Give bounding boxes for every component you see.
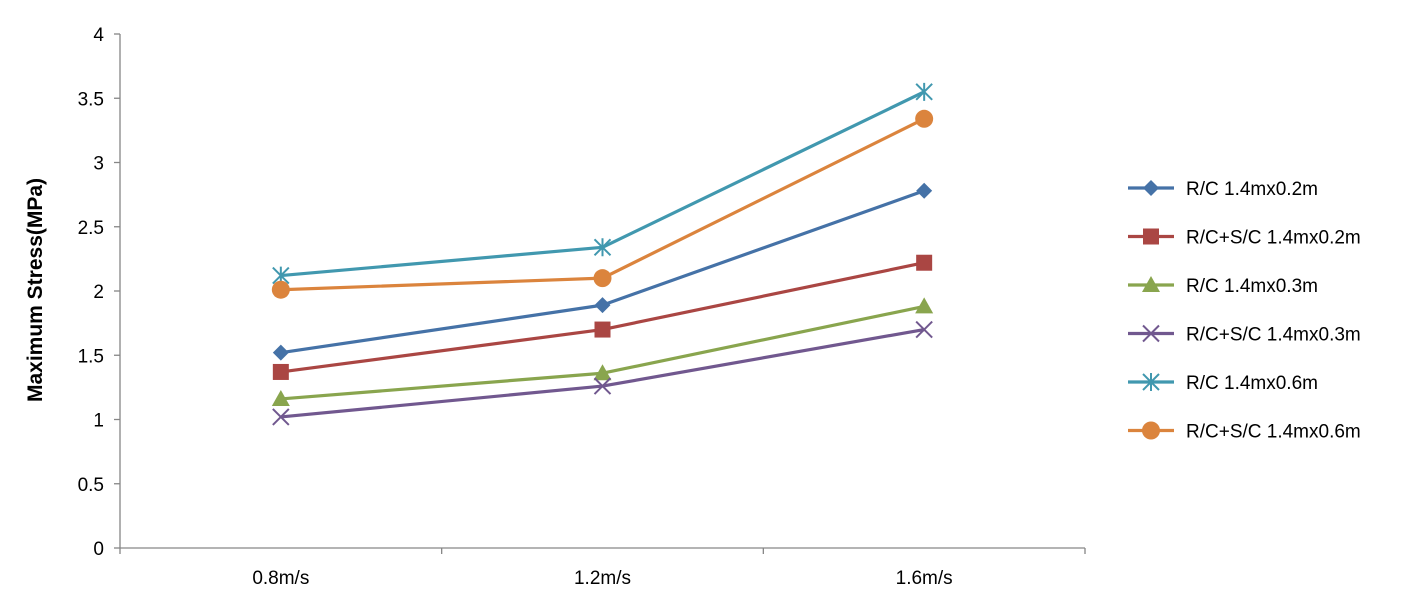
- y-tick-label: 0.5: [78, 475, 104, 496]
- legend: R/C 1.4mx0.2m R/C+S/C 1.4mx0.2m R/C 1.4mx0…: [1128, 179, 1361, 443]
- series-5: [272, 82, 933, 285]
- data-point: [593, 269, 612, 288]
- series-3: [271, 297, 934, 406]
- data-point: [916, 254, 933, 271]
- series-6: [271, 109, 934, 299]
- legend-marker: [1143, 180, 1159, 196]
- data-point: [593, 377, 612, 395]
- x-axis-ticks: 0.8m/s 1.2m/s 1.6m/s: [119, 548, 1086, 589]
- data-point: [271, 280, 290, 299]
- y-axis-ticks: 0 0.5 1 1.5 2 2.5 3 3.5 4: [78, 25, 120, 560]
- legend-label: R/C 1.4mx0.3m: [1186, 276, 1318, 297]
- legend-label: R/C+S/C 1.4mx0.6m: [1186, 422, 1361, 443]
- legend-item: R/C+S/C 1.4mx0.2m: [1128, 228, 1361, 249]
- data-point: [916, 182, 933, 199]
- y-tick-label: 3: [93, 154, 104, 175]
- x-tick-label: 1.2m/s: [574, 568, 631, 589]
- legend-label: R/C+S/C 1.4mx0.3m: [1186, 325, 1361, 346]
- legend-label: R/C 1.4mx0.6m: [1186, 373, 1318, 394]
- data-point: [915, 82, 933, 101]
- legend-marker: [1142, 276, 1160, 292]
- data-point: [915, 297, 934, 314]
- y-tick-label: 0: [93, 539, 104, 560]
- x-tick-label: 0.8m/s: [252, 568, 309, 589]
- data-point: [594, 321, 611, 338]
- data-point: [593, 238, 612, 257]
- data-point: [272, 363, 289, 380]
- legend-item: R/C 1.4mx0.2m: [1128, 179, 1318, 200]
- series-line: [280, 117, 925, 292]
- legend-item: R/C+S/C 1.4mx0.3m: [1128, 325, 1361, 346]
- legend-label: R/C 1.4mx0.2m: [1186, 179, 1318, 200]
- series-4: [272, 320, 933, 426]
- y-tick-label: 2: [93, 282, 104, 303]
- x-tick-label: 1.6m/s: [896, 568, 953, 589]
- data-point: [915, 320, 933, 339]
- y-axis-title: Maximum Stress(MPa): [24, 178, 47, 402]
- data-point: [271, 389, 290, 406]
- legend-marker: [1142, 421, 1160, 440]
- data-point: [272, 408, 290, 426]
- data-point: [593, 364, 612, 381]
- y-tick-label: 1.5: [78, 346, 104, 367]
- legend-item: R/C 1.4mx0.6m: [1128, 373, 1318, 394]
- legend-marker: [1142, 373, 1160, 391]
- legend-item: R/C 1.4mx0.3m: [1128, 276, 1318, 297]
- y-tick-label: 1: [93, 411, 104, 432]
- legend-label: R/C+S/C 1.4mx0.2m: [1186, 228, 1361, 249]
- y-tick-label: 4: [93, 25, 104, 46]
- y-tick-label: 2.5: [78, 218, 104, 239]
- data-point: [272, 344, 289, 361]
- series-layer: [271, 82, 934, 426]
- data-point: [915, 109, 934, 128]
- axes: [119, 34, 1085, 549]
- legend-item: R/C+S/C 1.4mx0.6m: [1128, 421, 1361, 443]
- series-2: [272, 254, 933, 380]
- series-1: [272, 182, 933, 361]
- data-point: [594, 297, 611, 314]
- y-tick-label: 3.5: [78, 89, 104, 110]
- legend-marker: [1142, 324, 1160, 343]
- legend-marker: [1143, 228, 1159, 245]
